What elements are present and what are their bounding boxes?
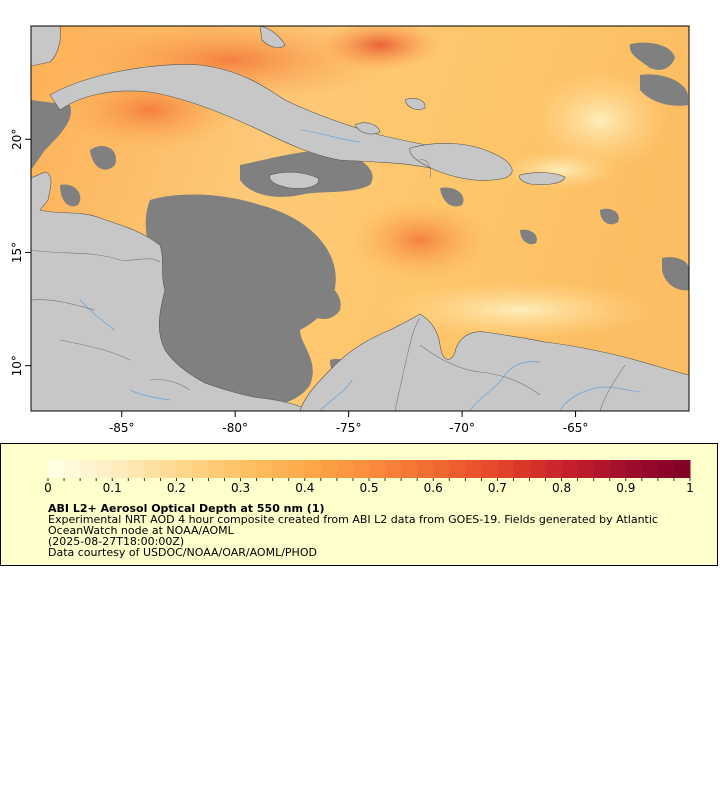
colorbar-cell [256, 460, 274, 478]
colorbar-cell [577, 460, 595, 478]
colorbar-cell [465, 460, 482, 478]
lon-tick-label: -70° [449, 421, 475, 435]
colorbar-tick-label: 0 [44, 481, 52, 495]
colorbar-tick-label: 0.7 [488, 481, 507, 495]
legend-description: Experimental NRT AOD 4 hour composite cr… [48, 513, 658, 537]
map-plot [31, 26, 689, 411]
colorbar-cell [673, 460, 691, 478]
colorbar-cell [609, 460, 627, 478]
colorbar-ticks: 0 0.1 0.2 0.3 0.4 0.5 0.6 0.7 0.8 0.9 1 [44, 478, 694, 495]
colorbar-cell [304, 460, 322, 478]
colorbar-cells [48, 460, 691, 478]
legend-credit: Data courtesy of USDOC/NOAA/OAR/AOML/PHO… [48, 546, 317, 559]
no-data-regions [31, 42, 689, 407]
lat-tick-label: 15° [10, 242, 24, 263]
colorbar-cell [208, 460, 226, 478]
colorbar-tick-label: 0.1 [103, 481, 122, 495]
rivers [79, 129, 641, 411]
lon-tick-label: -85° [109, 421, 135, 435]
colorbar-cell [160, 460, 177, 478]
colorbar-tick-label: 0.4 [295, 481, 314, 495]
legend-title: ABI L2+ Aerosol Optical Depth at 550 nm … [48, 502, 325, 515]
colorbar-cell [657, 460, 675, 478]
colorbar-tick-label: 0.6 [424, 481, 443, 495]
colorbar-tick-label: 0.8 [552, 481, 571, 495]
lat-tick-label: 20° [10, 129, 24, 150]
colorbar-cell [96, 460, 113, 478]
map-area: -85° -80° -75° -70° -65° 20° 15° 10° [10, 25, 690, 435]
colorbar-cell [545, 460, 563, 478]
colorbar-cell [385, 460, 402, 478]
lon-tick-label: -80° [222, 421, 248, 435]
colorbar-tick-label: 0.3 [231, 481, 250, 495]
colorbar-cell [449, 460, 466, 478]
colorbar-cell [641, 460, 659, 478]
legend-time: (2025-08-27T18:00:00Z) [48, 535, 185, 548]
colorbar-cell [128, 460, 145, 478]
map-frame [30, 25, 690, 412]
colorbar-cell [320, 460, 338, 478]
colorbar-cell [144, 460, 161, 478]
colorbar-tick-label: 0.2 [167, 481, 186, 495]
colorbar-cell [272, 460, 290, 478]
longitude-axis: -85° -80° -75° -70° -65° [109, 411, 588, 435]
aod-low-area [530, 70, 670, 170]
land-masses [31, 26, 689, 411]
colorbar-cell [240, 460, 258, 478]
colorbar: 0 0.1 0.2 0.3 0.4 0.5 0.6 0.7 0.8 0.9 1 [44, 460, 694, 495]
colorbar-cell [625, 460, 643, 478]
aod-high-area [320, 26, 440, 70]
colorbar-cell [369, 460, 386, 478]
colorbar-tick-label: 1 [686, 481, 694, 495]
colorbar-cell [497, 460, 514, 478]
colorbar-cell [593, 460, 611, 478]
colorbar-tick-label: 0.5 [359, 481, 378, 495]
lon-tick-label: -75° [336, 421, 362, 435]
colorbar-cell [481, 460, 498, 478]
colorbar-cell [224, 460, 242, 478]
map-figure: -85° -80° -75° -70° -65° 20° 15° 10° [10, 25, 690, 435]
lon-tick-label: -65° [563, 421, 589, 435]
colorbar-cell [401, 460, 418, 478]
colorbar-cell [64, 460, 81, 478]
colorbar-cell [336, 460, 354, 478]
country-borders [31, 159, 626, 411]
colorbar-cell [192, 460, 209, 478]
lat-tick-label: 10° [10, 355, 24, 376]
colorbar-cell [112, 460, 129, 478]
colorbar-cell [513, 460, 530, 478]
aod-low-area [380, 280, 660, 340]
colorbar-cell [352, 460, 370, 478]
colorbar-cell [417, 460, 434, 478]
colorbar-cell [433, 460, 450, 478]
colorbar-cell [288, 460, 306, 478]
legend-panel: 0 0.1 0.2 0.3 0.4 0.5 0.6 0.7 0.8 0.9 1 ABI L2+ Ae… [0, 443, 718, 566]
aod-low-area [500, 150, 620, 190]
colorbar-cell [48, 460, 65, 478]
colorbar-cell [561, 460, 579, 478]
colorbar-tick-label: 0.9 [616, 481, 635, 495]
colorbar-cell [80, 460, 97, 478]
aod-high-area [350, 200, 490, 280]
latitude-axis: 20° 15° 10° [10, 129, 31, 376]
colorbar-cell [529, 460, 547, 478]
colorbar-cell [176, 460, 193, 478]
